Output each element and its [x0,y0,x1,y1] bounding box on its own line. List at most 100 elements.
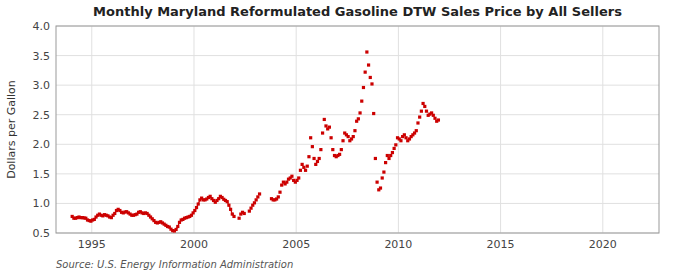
point [370,82,373,85]
point [290,175,293,178]
point [249,207,252,210]
point [229,208,232,211]
point [193,209,196,212]
point [176,225,179,228]
y-tick-label: 1.5 [33,168,51,181]
point [297,176,300,179]
point [256,195,259,198]
point [418,115,421,118]
y-grid-line [56,55,659,56]
series-line [72,196,234,231]
y-grid-line [56,85,659,86]
x-grid-line [398,26,399,233]
point [321,131,324,134]
y-axis-label: Dollars per Gallon [5,80,18,179]
point [389,154,392,157]
x-grid-line [91,26,92,233]
point [425,110,428,113]
y-tick-label: 3.0 [33,79,51,92]
chart: 0.51.01.52.02.53.03.54.01995200020052010… [0,0,675,275]
y-grid-line [56,173,659,174]
point [338,153,341,156]
point [387,157,390,160]
point [369,76,372,79]
point [365,50,368,53]
x-grid-line [500,26,501,233]
point [329,136,332,139]
point [416,121,419,124]
point [280,183,283,186]
point [174,228,177,231]
point [309,136,312,139]
point [319,148,322,151]
point [362,86,365,89]
point [243,212,246,215]
point [393,147,396,150]
point [277,195,280,198]
point [238,217,241,220]
x-tick-label: 2020 [589,238,617,251]
x-grid-line [193,26,194,233]
point [318,157,321,160]
point [353,129,356,132]
point [379,186,382,189]
point [415,129,418,132]
point [433,117,436,120]
point [316,160,319,163]
background [0,0,675,275]
point [328,126,331,129]
point [306,165,309,168]
point [394,143,397,146]
point [331,148,334,151]
y-tick-label: 2.0 [33,138,51,151]
point [404,136,407,139]
point [307,155,310,158]
point [232,215,235,218]
point [347,135,350,138]
y-grid-line [56,114,659,115]
x-tick-label: 2000 [180,238,208,251]
point [324,124,327,127]
point [367,63,370,66]
point [255,198,258,201]
point [195,206,198,209]
point [352,135,355,138]
point [312,157,315,160]
point [285,181,288,184]
y-tick-label: 1.0 [33,197,51,210]
point [382,170,385,173]
point [421,102,424,105]
y-tick-label: 3.5 [33,50,51,63]
point [197,202,200,205]
source-annotation: Source: U.S. Energy Information Administ… [56,259,293,270]
point [360,100,363,103]
point [364,71,367,74]
point [278,191,281,194]
point [248,210,251,213]
point [113,212,116,215]
y-tick-label: 0.5 [33,227,51,240]
point [375,181,378,184]
point [302,166,305,169]
point [227,204,230,207]
title: Monthly Maryland Reformulated Gasoline D… [93,4,622,19]
x-tick-label: 2005 [282,238,310,251]
point [420,110,423,113]
point [358,111,361,114]
point [253,201,256,204]
x-grid-line [602,26,603,233]
point [381,176,384,179]
point [304,169,307,172]
point [314,163,317,166]
point [226,200,229,203]
y-tick-label: 4.0 [33,20,51,33]
grid [56,26,659,233]
y-grid-line [56,203,659,204]
point [340,148,343,151]
y-tick-label: 2.5 [33,109,51,122]
axes: 0.51.01.52.02.53.03.54.01995200020052010… [33,20,660,251]
x-tick-label: 2015 [487,238,515,251]
point [391,151,394,154]
point [323,118,326,121]
point [372,112,375,115]
